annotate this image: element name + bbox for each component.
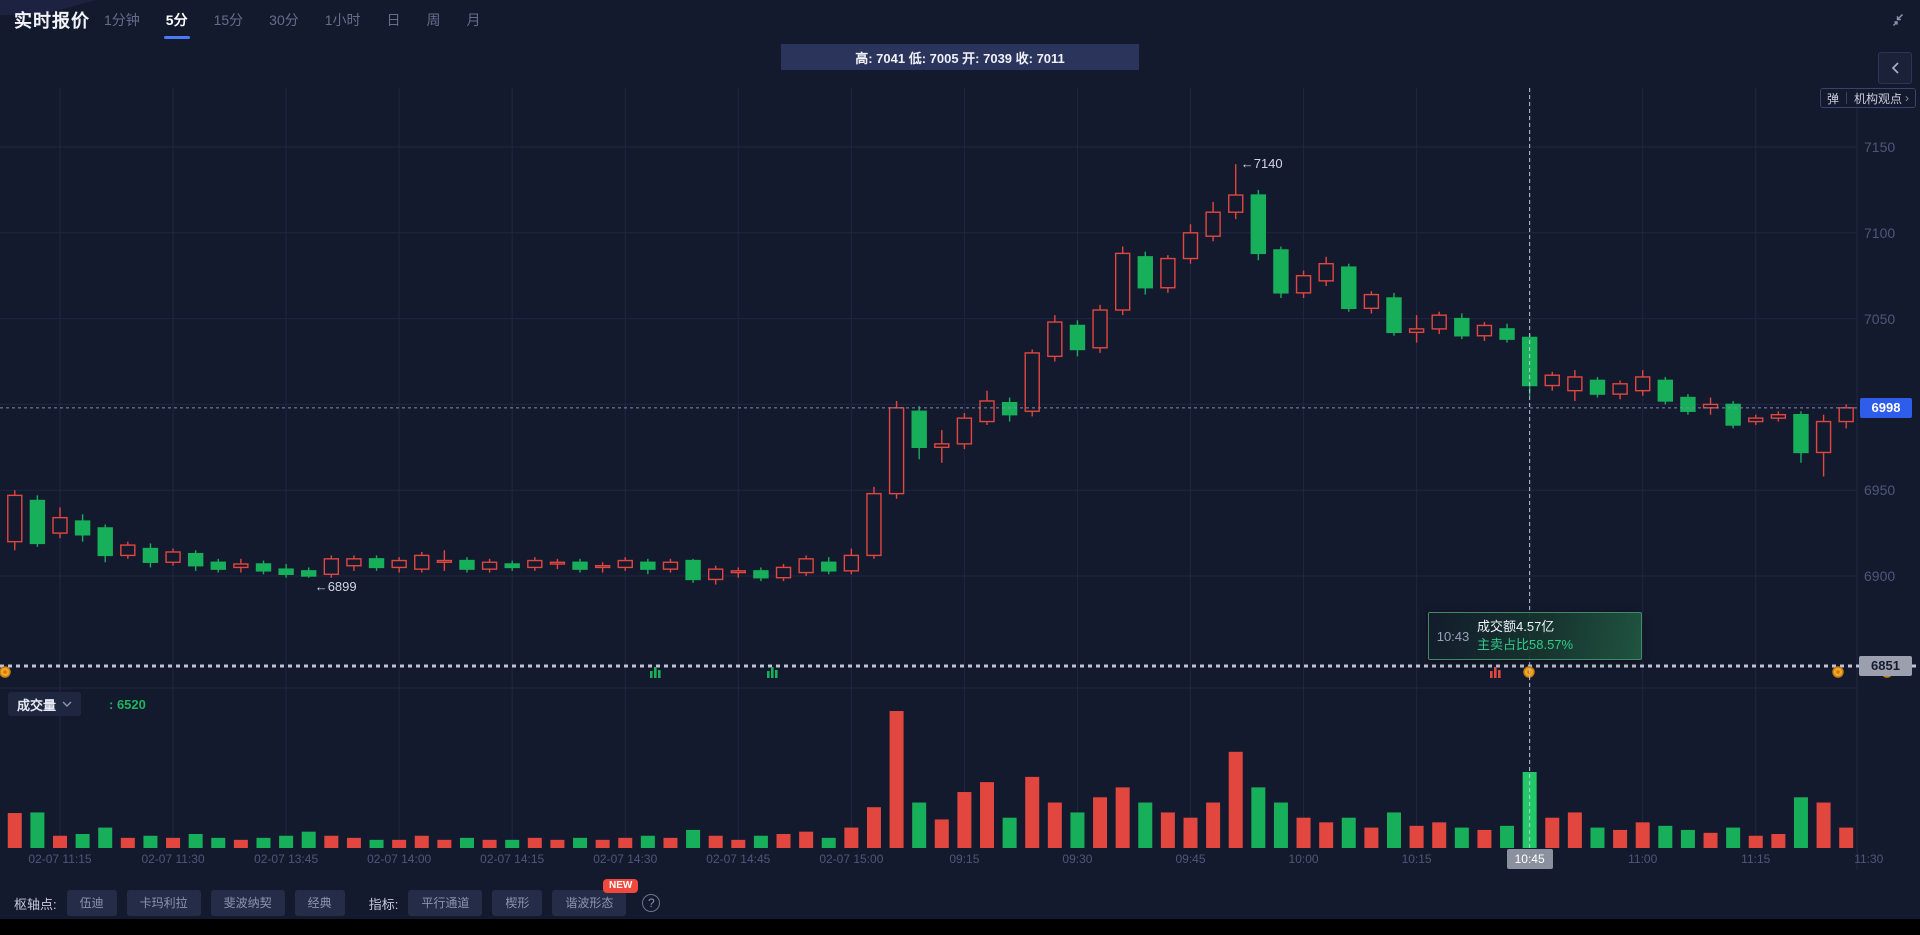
time-axis-label: 11:30 xyxy=(1854,852,1884,866)
time-axis-label: 09:30 xyxy=(1062,852,1093,866)
tab-5min[interactable]: 5分 xyxy=(166,10,188,37)
high-price-annotation: ←7140 xyxy=(1240,156,1283,172)
institution-view-link[interactable]: 机构观点 xyxy=(1853,91,1902,106)
tab-month[interactable]: 月 xyxy=(466,12,481,28)
page-title: 实时报价 xyxy=(14,11,90,31)
tab-1hour[interactable]: 1小时 xyxy=(324,12,361,28)
sentiment-badge: 弹 xyxy=(1826,91,1839,106)
tab-30min[interactable]: 30分 xyxy=(269,12,299,28)
pivot-camarilla-button[interactable]: 卡玛利拉 xyxy=(126,890,201,916)
price-axis-label: 6900 xyxy=(1864,568,1896,584)
last-price-badge: 6998 xyxy=(1860,398,1912,418)
indicator-parallel-channel-button[interactable]: 平行通道 xyxy=(408,890,483,916)
time-axis-label: 10:15 xyxy=(1401,852,1432,866)
time-axis-label: 02-07 14:30 xyxy=(593,852,658,866)
crosshair-time-badge: 10:45 xyxy=(1506,849,1553,869)
drawing-toolbar: 枢轴点: 伍迪 卡玛利拉 斐波纳契 经典 指标: 平行通道 楔形 谐波形态 NE… xyxy=(0,879,1920,918)
shrink-panel-icon[interactable] xyxy=(1886,8,1912,30)
bottom-strip xyxy=(0,919,1920,935)
time-axis-label: 02-07 14:00 xyxy=(367,852,432,866)
price-axis-label: 6950 xyxy=(1864,482,1896,499)
tab-week[interactable]: 周 xyxy=(426,12,441,28)
help-icon[interactable]: ? xyxy=(642,894,661,912)
price-axis-label: 7100 xyxy=(1864,224,1896,241)
time-axis-label: 10:00 xyxy=(1288,852,1319,866)
level-price-badge: 6851 xyxy=(1859,656,1912,676)
tooltip-turnover: 成交额4.57亿 xyxy=(1477,619,1555,634)
price-axis-label: 7150 xyxy=(1864,139,1896,155)
chart-header: 实时报价 1分钟 5分 15分 30分 1小时 日 周 月 xyxy=(0,0,1920,38)
institution-view-widget[interactable]: 弹 机构观点 › xyxy=(1819,88,1916,108)
time-axis-label: 02-07 14:45 xyxy=(706,852,771,866)
pivot-classic-button[interactable]: 经典 xyxy=(294,890,345,916)
collapse-side-panel-button[interactable] xyxy=(1878,52,1912,84)
volume-indicator-dropdown[interactable]: 成交量 xyxy=(8,692,82,716)
time-axis-label: 02-07 15:00 xyxy=(819,852,884,866)
time-axis-label: 02-07 13:45 xyxy=(254,852,319,866)
time-axis-label: 02-07 14:15 xyxy=(480,852,545,866)
pivot-woodie-button[interactable]: 伍迪 xyxy=(66,890,117,916)
tab-day[interactable]: 日 xyxy=(386,12,401,28)
pivot-group-label: 枢轴点: xyxy=(14,896,57,912)
time-axis-label: 02-07 11:30 xyxy=(141,852,205,866)
tooltip-sell-ratio: 主卖占比58.57% xyxy=(1477,637,1574,652)
new-badge: NEW xyxy=(603,879,639,893)
low-price-annotation: ←6899 xyxy=(314,578,357,594)
crosshair-tooltip: 10:43 成交额4.57亿 主卖占比58.57% xyxy=(1428,612,1642,660)
indicator-wedge-button[interactable]: 楔形 xyxy=(492,890,543,916)
chevron-right-icon: › xyxy=(1905,91,1909,105)
time-axis-label: 11:00 xyxy=(1628,852,1658,866)
chevron-down-icon xyxy=(62,701,72,707)
time-axis-label: 09:15 xyxy=(949,852,980,866)
divider xyxy=(1845,92,1847,104)
volume-label: 成交量 xyxy=(17,697,57,713)
volume-value: : 6520 xyxy=(109,696,146,712)
time-axis-label: 09:45 xyxy=(1175,852,1206,866)
tooltip-time: 10:43 xyxy=(1436,628,1470,644)
tab-15min[interactable]: 15分 xyxy=(213,12,244,28)
price-axis-label: 7050 xyxy=(1864,310,1896,327)
ohlc-info-bar: 高: 7041 低: 7005 开: 7039 收: 7011 xyxy=(781,44,1139,70)
tab-1min[interactable]: 1分钟 xyxy=(104,12,140,28)
pivot-fibonacci-button[interactable]: 斐波纳契 xyxy=(210,890,285,916)
indicator-group-label: 指标: xyxy=(368,896,399,912)
time-axis-label: 11:15 xyxy=(1741,852,1771,866)
indicator-harmonic-button[interactable]: 谐波形态 NEW xyxy=(552,879,639,916)
time-axis-label: 02-07 11:15 xyxy=(28,852,92,866)
interval-tabs: 1分钟 5分 15分 30分 1小时 日 周 月 xyxy=(104,10,481,37)
